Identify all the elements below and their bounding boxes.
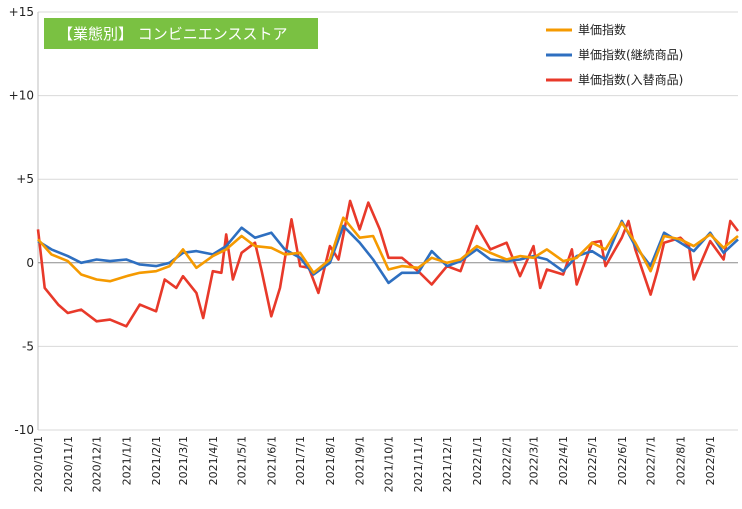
x-tick-label: 2021/10/1 bbox=[382, 436, 395, 492]
x-tick-label: 2021/6/1 bbox=[265, 436, 278, 485]
x-tick-label: 2022/8/1 bbox=[674, 436, 687, 485]
x-tick-label: 2021/12/1 bbox=[441, 436, 454, 492]
x-tick-label: 2020/11/1 bbox=[62, 436, 75, 492]
series-line-3 bbox=[36, 199, 740, 328]
x-tick-label: 2021/7/1 bbox=[294, 436, 307, 485]
y-tick-label: -10 bbox=[14, 423, 34, 437]
x-tick-label: 2021/8/1 bbox=[324, 436, 337, 485]
x-tick-label: 2022/3/1 bbox=[527, 436, 540, 485]
x-tick-label: 2021/4/1 bbox=[207, 436, 220, 485]
y-tick-label: +10 bbox=[9, 89, 34, 103]
x-tick-label: 2022/9/1 bbox=[704, 436, 717, 485]
gridlines bbox=[37, 11, 738, 431]
x-tick-label: 2020/12/1 bbox=[91, 436, 104, 492]
x-tick-label: 2020/10/1 bbox=[32, 436, 45, 492]
x-tick-label: 2021/11/1 bbox=[412, 436, 425, 492]
legend-label: 単価指数(入替商品) bbox=[578, 72, 683, 87]
x-tick-label: 2021/5/1 bbox=[236, 436, 249, 485]
chart-title-background bbox=[44, 18, 318, 49]
chart-title-box: 【業態別】 コンビニエンスストア bbox=[44, 18, 318, 49]
x-tick-label: 2022/6/1 bbox=[616, 436, 629, 485]
x-tick-label: 2022/1/1 bbox=[471, 436, 484, 485]
x-tick-label: 2022/7/1 bbox=[645, 436, 658, 485]
y-tick-label: +5 bbox=[16, 172, 34, 186]
series-line-1 bbox=[37, 216, 739, 283]
x-tick-label: 2022/2/1 bbox=[501, 436, 514, 485]
x-tick-labels: 2020/10/1 2020/11/1 2020/12/1 2021/1/1 2021/… bbox=[32, 436, 717, 492]
series-line-2 bbox=[37, 219, 739, 285]
x-tick-label: 2021/2/1 bbox=[150, 436, 163, 485]
x-tick-label: 2021/1/1 bbox=[120, 436, 133, 485]
y-tick-labels: -10 -5 0 +5 +10 +15 bbox=[9, 5, 34, 437]
legend-label: 単価指数(継続商品) bbox=[578, 47, 683, 62]
y-tick-label: -5 bbox=[22, 339, 34, 353]
x-tick-label: 2022/4/1 bbox=[557, 436, 570, 485]
series-lines bbox=[36, 199, 740, 328]
x-tick-label: 2021/9/1 bbox=[354, 436, 367, 485]
chart-title: 【業態別】 コンビニエンスストア bbox=[58, 25, 287, 43]
legend-label: 単価指数 bbox=[578, 22, 626, 37]
y-tick-label: 0 bbox=[26, 256, 34, 270]
x-tick-label: 2021/3/1 bbox=[177, 436, 190, 485]
y-tick-label: +15 bbox=[9, 5, 34, 19]
x-tick-label: 2022/5/1 bbox=[586, 436, 599, 485]
